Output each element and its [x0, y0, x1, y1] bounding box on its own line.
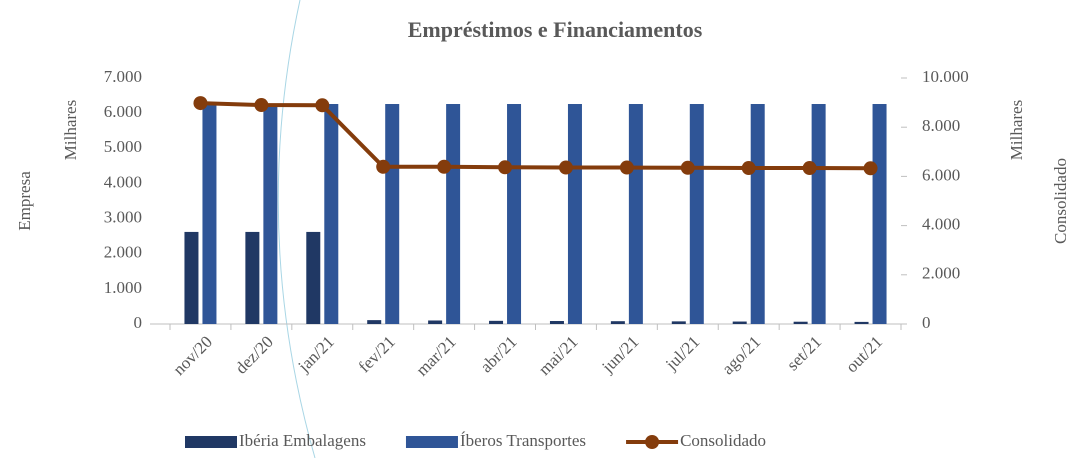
- point: [558, 160, 573, 175]
- legend-swatch: [645, 435, 660, 449]
- x-tick-label: mai/21: [535, 332, 582, 379]
- bar: [610, 321, 625, 324]
- bar: [385, 104, 400, 325]
- bar: [489, 320, 504, 324]
- point: [315, 98, 330, 113]
- bar: [628, 104, 643, 325]
- y2-tick-label: 2.000: [922, 264, 960, 283]
- bar: [793, 321, 808, 324]
- bar: [872, 104, 887, 325]
- legend-label: Ibéria Embalagens: [239, 431, 366, 450]
- bar: [306, 231, 321, 324]
- y-tick-label: 0: [134, 313, 143, 332]
- y-tick-label: 7.000: [104, 67, 142, 86]
- legend-swatch: [405, 436, 458, 448]
- legend-label: Consolidado: [680, 431, 766, 450]
- decoration: [277, 0, 316, 459]
- y-tick-label: 6.000: [104, 102, 142, 121]
- point: [863, 161, 878, 176]
- bar: [428, 320, 443, 324]
- y-tick-label: 3.000: [104, 207, 142, 226]
- x-tick-label: nov/20: [169, 332, 216, 379]
- bar: [263, 104, 278, 325]
- point: [193, 96, 208, 111]
- x-tick-label: jan/21: [294, 332, 338, 376]
- x-tick-label: dez/20: [231, 332, 276, 377]
- y-tick-label: 1.000: [104, 278, 142, 297]
- y2-tick-label: 8.000: [922, 116, 960, 135]
- legend-swatch: [185, 436, 237, 448]
- point: [498, 160, 513, 175]
- y-tick-label: 2.000: [104, 243, 142, 262]
- x-tick-label: abr/21: [476, 332, 520, 376]
- point: [254, 98, 269, 113]
- chart-title: Empréstimos e Financiamentos: [408, 17, 703, 42]
- x-tick-label: fev/21: [355, 332, 399, 376]
- y-tick-label: 5.000: [104, 137, 142, 156]
- y-axis-title: Empresa: [15, 171, 34, 231]
- legend-label: Íberos Transportes: [460, 431, 586, 450]
- y2-tick-label: 4.000: [922, 215, 960, 234]
- bar: [324, 104, 339, 325]
- point: [437, 159, 452, 174]
- bar: [245, 231, 260, 324]
- x-tick-label: ago/21: [718, 332, 764, 378]
- y2-tick-label: 0: [922, 313, 931, 332]
- bar: [202, 104, 217, 325]
- point: [741, 161, 756, 176]
- bar: [184, 231, 199, 324]
- point: [802, 161, 817, 176]
- bar: [567, 104, 582, 325]
- y2-axis-title: Consolidado: [1051, 158, 1070, 244]
- y2-tick-label: 10.000: [922, 67, 969, 86]
- bar: [507, 104, 522, 325]
- bar: [732, 321, 747, 324]
- point: [376, 159, 391, 174]
- line: [200, 101, 871, 171]
- bar: [811, 104, 826, 325]
- y2-tick-label: 6.000: [922, 165, 960, 184]
- x-tick-label: out/21: [842, 332, 886, 376]
- bar: [689, 104, 704, 325]
- x-tick-label: mar/21: [412, 332, 459, 379]
- x-tick-label: set/21: [783, 332, 825, 374]
- y2-axis-unit: Milhares: [1007, 100, 1026, 160]
- x-tick-label: jul/21: [661, 332, 703, 374]
- bar: [671, 321, 686, 324]
- y-tick-label: 4.000: [104, 172, 142, 191]
- point: [619, 160, 634, 175]
- bar: [549, 321, 564, 324]
- x-tick-label: jun/21: [598, 332, 643, 377]
- bar: [854, 321, 869, 324]
- bar: [750, 104, 765, 325]
- bar: [446, 104, 461, 325]
- bar: [367, 320, 382, 324]
- point: [680, 160, 695, 175]
- y-axis-unit: Milhares: [61, 100, 80, 160]
